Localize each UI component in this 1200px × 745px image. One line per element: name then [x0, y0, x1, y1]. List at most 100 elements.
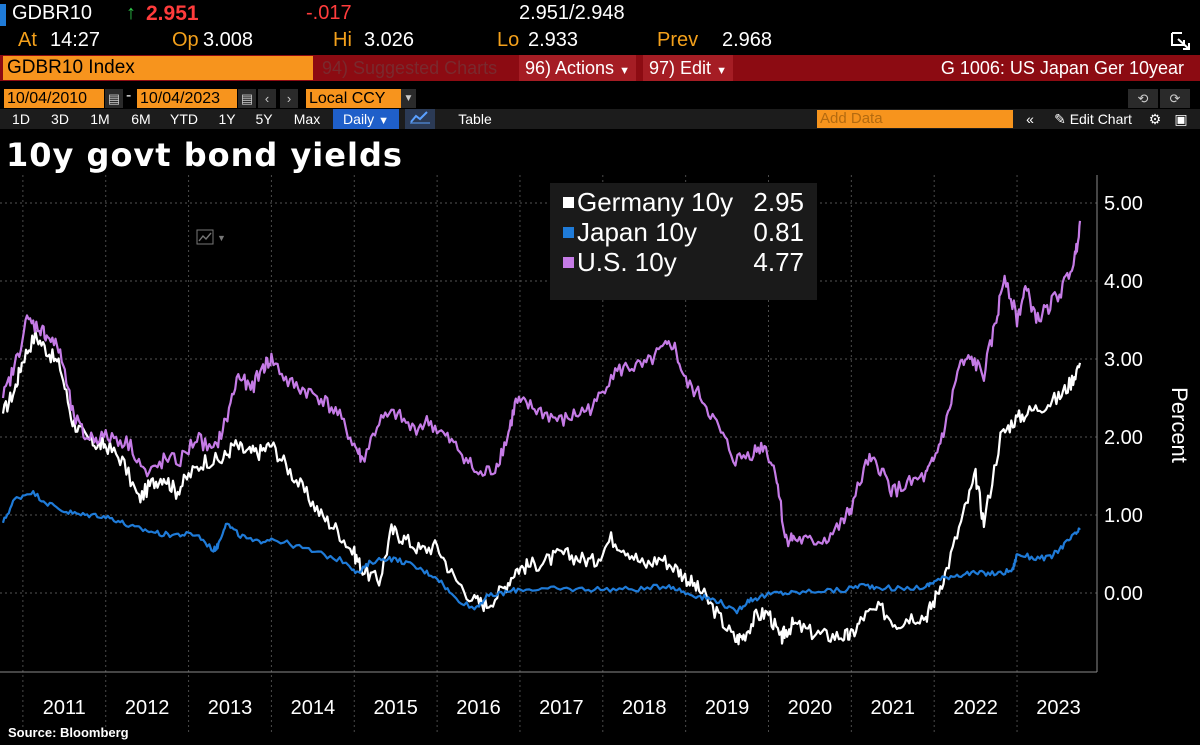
x-tick-label: 2013	[208, 697, 253, 719]
x-tick-label: 2011	[43, 697, 86, 719]
calendar-icon[interactable]: ▤	[238, 89, 256, 108]
y-tick-label: 3.00	[1104, 349, 1143, 371]
legend-swatch	[563, 197, 574, 208]
date-separator: -	[126, 87, 132, 104]
svg-text:▼: ▼	[217, 233, 226, 243]
quote-row-1: GDBR10 ↑ 2.951 -.017 2.951/2.948	[0, 2, 1200, 28]
period-1y[interactable]: 1Y	[218, 111, 236, 127]
ticker-symbol[interactable]: GDBR10	[12, 2, 93, 24]
bid-ask: 2.951/2.948	[519, 2, 625, 24]
legend-label: Japan 10y	[577, 217, 697, 247]
period-1d[interactable]: 1D	[12, 111, 30, 127]
x-tick-label: 2012	[125, 697, 170, 719]
up-arrow-icon: ↑	[126, 2, 136, 24]
collapse-icon[interactable]: «	[1026, 111, 1034, 127]
currency-label: Local CCY	[309, 90, 386, 107]
y-tick-labels: 5.00 4.00 3.00 2.00 1.00 0.00	[1104, 193, 1143, 605]
pencil-icon: ✎	[1054, 111, 1066, 127]
open-value: 3.008	[203, 29, 254, 51]
y-tick-label: 5.00	[1104, 193, 1143, 215]
frequency-select[interactable]: Daily ▼	[333, 109, 399, 129]
y-tick-label: 1.00	[1104, 505, 1143, 527]
period-1m[interactable]: 1M	[90, 111, 110, 127]
y-tick-label: 2.00	[1104, 427, 1143, 449]
security-bar: GDBR10 Index 94) Suggested Charts 96) Ac…	[0, 55, 1200, 81]
y-axis-label: Percent	[1167, 387, 1192, 463]
high-value: 3.026	[364, 29, 415, 51]
calendar-icon[interactable]: ▤	[105, 89, 123, 108]
legend-swatch	[563, 257, 574, 268]
caret-down-icon: ▼	[378, 115, 389, 127]
prev-label: Prev	[657, 29, 699, 51]
start-date-input[interactable]: 10/04/2010	[4, 89, 104, 108]
x-tick-label: 2022	[953, 697, 998, 719]
period-3d[interactable]: 3D	[51, 111, 69, 127]
legend: Germany 10y 2.95 Japan 10y 0.81 U.S. 10y 4.77	[550, 183, 817, 300]
x-tick-labels: 2011 2012 2013 2014 2015 2016 2017 2018 2019 2020…	[43, 697, 1081, 719]
end-date-input[interactable]: 10/04/2023	[137, 89, 237, 108]
frequency-label: Daily	[343, 111, 375, 127]
legend-value: 2.95	[753, 187, 804, 217]
last-price: 2.951	[146, 2, 199, 25]
y-tick-label: 0.00	[1104, 583, 1143, 605]
x-tick-label: 2016	[456, 697, 501, 719]
edit-label: 97) Edit	[649, 58, 712, 78]
low-label: Lo	[497, 29, 520, 51]
index-name-field[interactable]: GDBR10 Index	[3, 56, 313, 80]
actions-menu[interactable]: 96) Actions ▼	[519, 55, 636, 81]
high-label: Hi	[333, 29, 352, 51]
x-tick-label: 2017	[539, 697, 584, 719]
prev-value: 2.968	[722, 29, 773, 51]
x-tick-label: 2019	[705, 697, 750, 719]
date-range-bar: 10/04/2010 ▤ - 10/04/2023 ▤ ‹ › Local CC…	[0, 87, 1200, 109]
add-data-input[interactable]: Add Data	[817, 110, 1013, 128]
series-line-germany-10y	[1, 329, 1082, 646]
chevron-down-icon[interactable]: ▼	[401, 89, 416, 108]
chart-type-icon[interactable]: ▼	[196, 229, 226, 245]
chart-options-icon[interactable]: ▣	[1174, 111, 1188, 127]
ticker-marker	[0, 4, 6, 26]
legend-box	[550, 183, 817, 300]
x-tick-label: 2015	[373, 697, 418, 719]
source-note: Source: Bloomberg	[8, 725, 129, 740]
y-tick-label: 4.00	[1104, 271, 1143, 293]
legend-value: 4.77	[753, 247, 804, 277]
series-lines	[1, 220, 1082, 646]
edit-menu[interactable]: 97) Edit ▼	[643, 55, 733, 81]
open-label: Op	[172, 29, 199, 51]
table-view-button[interactable]: Table	[458, 111, 492, 127]
settings-icon[interactable]: ⚙	[1148, 111, 1162, 127]
currency-select[interactable]: Local CCY	[306, 89, 401, 108]
x-tick-label: 2020	[788, 697, 833, 719]
line-chart: 5.004.003.002.001.000.00 2011 2012 2013 201…	[0, 175, 1200, 735]
quote-row-2: At 14:27 Op 3.008 Hi 3.026 Lo 2.933 Prev…	[0, 29, 1200, 53]
series-line-japan-10y	[1, 490, 1081, 615]
period-bar: 1D 3D 1M 6M YTD 1Y 5Y Max Daily ▼ Table …	[0, 109, 1200, 129]
x-tick-label: 2023	[1036, 697, 1081, 719]
period-ytd[interactable]: YTD	[170, 111, 198, 127]
suggested-charts-menu[interactable]: 94) Suggested Charts	[322, 58, 498, 78]
caret-down-icon: ▼	[619, 65, 630, 77]
period-max[interactable]: Max	[293, 111, 321, 127]
undo-icon[interactable]: ⟲	[1128, 89, 1158, 108]
low-value: 2.933	[528, 29, 579, 51]
chevron-left-icon[interactable]: ‹	[258, 89, 276, 108]
edit-chart-button[interactable]: ✎ Edit Chart	[1044, 109, 1142, 129]
series-line-u-s-10y	[1, 220, 1082, 548]
popout-icon[interactable]	[1170, 31, 1192, 57]
line-chart-icon[interactable]	[405, 109, 435, 129]
caret-down-icon: ▼	[716, 65, 727, 77]
period-6m[interactable]: 6M	[131, 111, 151, 127]
chart-title: 10y govt bond yields	[6, 136, 403, 174]
chevron-right-icon[interactable]: ›	[280, 89, 298, 108]
redo-icon[interactable]: ⟳	[1160, 89, 1190, 108]
edit-chart-label: Edit Chart	[1069, 111, 1132, 127]
price-change: -.017	[306, 2, 352, 24]
x-tick-label: 2014	[291, 697, 336, 719]
x-tick-label: 2018	[622, 697, 667, 719]
period-5y[interactable]: 5Y	[255, 111, 273, 127]
legend-swatch	[563, 227, 574, 238]
at-label: At	[18, 29, 37, 51]
legend-value: 0.81	[753, 217, 804, 247]
actions-label: 96) Actions	[525, 58, 615, 78]
